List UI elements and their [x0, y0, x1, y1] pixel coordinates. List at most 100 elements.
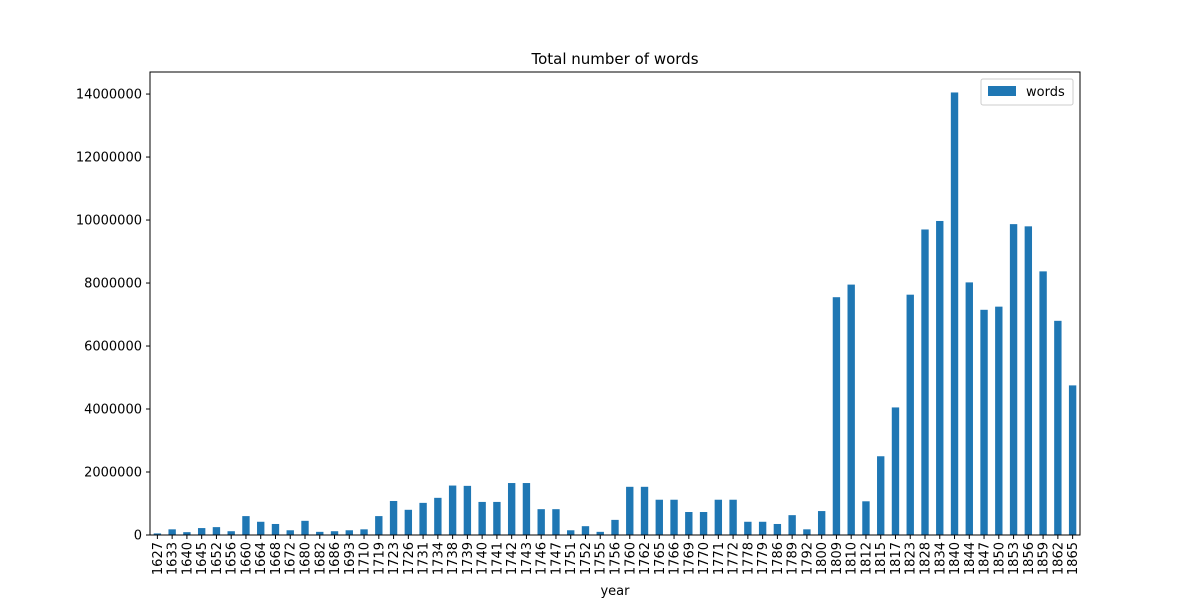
bar-1812	[862, 501, 870, 535]
bar-1719	[375, 516, 383, 535]
x-tick-label: 1772	[727, 542, 742, 575]
chart-title: Total number of words	[530, 50, 698, 68]
bar-1789	[788, 515, 796, 535]
x-tick-label: 1633	[166, 542, 181, 575]
x-tick-label: 1778	[741, 542, 756, 575]
x-tick-label: 1823	[904, 542, 919, 575]
x-tick-label: 1853	[1007, 542, 1022, 575]
x-tick-label: 1862	[1051, 542, 1066, 575]
bar-1765	[655, 499, 663, 535]
bar-1682	[316, 531, 324, 535]
x-tick-label: 1640	[180, 542, 195, 575]
x-tick-label: 1770	[697, 542, 712, 575]
bar-1710	[360, 529, 368, 535]
x-tick-label: 1840	[948, 542, 963, 575]
bar-1652	[212, 527, 221, 535]
x-tick-label: 1686	[328, 542, 343, 575]
x-tick-label: 1731	[417, 542, 432, 575]
x-tick-label: 1800	[815, 542, 830, 575]
x-tick-label: 1645	[195, 542, 210, 575]
legend: words	[980, 78, 1074, 106]
x-tick-label: 1847	[978, 542, 993, 575]
bar-1817	[891, 407, 900, 535]
x-tick-label: 1792	[800, 542, 815, 575]
x-tick-label: 1664	[254, 542, 269, 575]
bar-1792	[803, 529, 811, 535]
x-tick-label: 1834	[933, 542, 948, 575]
bar-1809	[832, 297, 841, 535]
bar-1859	[1039, 271, 1047, 535]
bar-1686	[330, 531, 339, 535]
bar-1660	[242, 516, 250, 535]
bar-1815	[877, 456, 885, 535]
x-tick-label: 1656	[225, 542, 240, 575]
x-tick-label: 1751	[564, 542, 579, 575]
bar-1769	[685, 512, 693, 535]
bar-1734	[434, 497, 442, 535]
x-tick-label: 1752	[579, 542, 594, 575]
bar-1786	[773, 523, 782, 535]
bar-1627	[153, 533, 162, 535]
bar-1742	[507, 483, 516, 535]
bar-1743	[522, 483, 531, 535]
y-tick-label: 14000000	[76, 88, 142, 103]
x-tick-label: 1817	[889, 542, 904, 575]
bar-1828	[921, 229, 929, 536]
bar-1766	[670, 499, 678, 535]
bar-1740	[478, 501, 486, 535]
bar-1779	[758, 521, 767, 535]
x-tick-label: 1762	[638, 542, 653, 575]
bar-1771	[714, 499, 723, 535]
x-tick-label: 1766	[668, 542, 683, 575]
y-tick-label: 0	[134, 529, 142, 544]
bar-1847	[980, 309, 988, 535]
bar-1772	[729, 499, 737, 535]
bar-1762	[640, 486, 649, 535]
bar-1723	[389, 500, 398, 535]
x-tick-label: 1742	[505, 542, 520, 575]
x-tick-label: 1771	[712, 542, 727, 575]
bar-1853	[1009, 224, 1018, 535]
bar-1770	[699, 512, 708, 535]
x-tick-label: 1741	[490, 542, 505, 575]
bar-1751	[567, 530, 575, 535]
bar-1656	[227, 531, 235, 535]
bar-1850	[995, 306, 1003, 535]
bar-1668	[271, 523, 280, 535]
x-tick-label: 1738	[446, 542, 461, 575]
bar-1865	[1068, 385, 1077, 535]
x-tick-label: 1734	[431, 542, 446, 575]
x-tick-label: 1710	[358, 542, 373, 575]
bar-1747	[552, 509, 560, 535]
x-tick-label: 1680	[299, 542, 314, 575]
bar-1739	[463, 485, 472, 535]
x-tick-label: 1726	[402, 542, 417, 575]
x-tick-label: 1844	[963, 542, 978, 575]
x-tick-label: 1746	[535, 542, 550, 575]
x-tick-label: 1682	[313, 542, 328, 575]
y-tick-label: 2000000	[84, 466, 142, 481]
bar-1823	[906, 294, 914, 535]
x-axis-ticks: 1627 1633 1640 1645 1652 1656 1660 1664 1668 1672…	[151, 535, 1081, 575]
x-tick-label: 1755	[594, 542, 609, 575]
legend-label-words: words	[1026, 85, 1065, 100]
x-tick-label: 1856	[1022, 542, 1037, 575]
bar-1840	[950, 92, 959, 536]
x-tick-label: 1760	[623, 542, 638, 575]
y-tick-label: 6000000	[84, 340, 142, 355]
bar-1680	[301, 520, 309, 535]
x-tick-label: 1719	[372, 542, 387, 575]
bars-group	[153, 92, 1077, 536]
x-tick-label: 1672	[284, 542, 299, 575]
x-tick-label: 1789	[786, 542, 801, 575]
x-tick-label: 1850	[992, 542, 1007, 575]
y-tick-label: 12000000	[76, 151, 142, 166]
bar-1741	[493, 501, 501, 535]
bar-1693	[345, 530, 353, 535]
bar-1756	[611, 519, 619, 535]
bar-1752	[581, 526, 590, 535]
bar-1834	[936, 220, 944, 535]
bar-1760	[626, 486, 634, 535]
x-tick-label: 1739	[461, 542, 476, 575]
